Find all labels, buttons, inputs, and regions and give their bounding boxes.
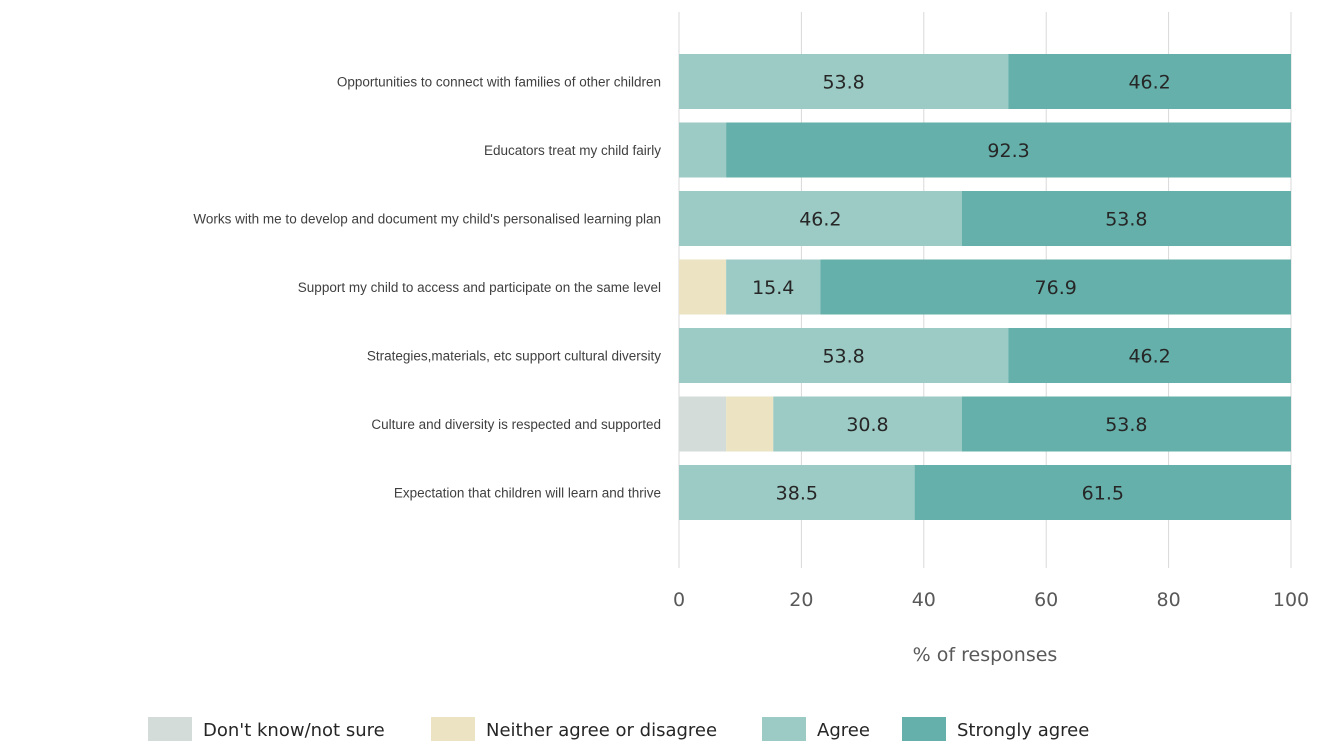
legend-swatch [148, 717, 192, 741]
bar-segment [679, 259, 727, 315]
data-label: 53.8 [822, 346, 864, 368]
legend-swatch [902, 717, 946, 741]
legend-label: Neither agree or disagree [486, 720, 717, 741]
category-label: Culture and diversity is respected and s… [371, 417, 661, 432]
category-label: Works with me to develop and document my… [193, 212, 661, 227]
bar-segment [726, 122, 1291, 178]
x-tick-label: 0 [673, 589, 685, 611]
data-label: 76.9 [1035, 277, 1077, 299]
x-tick-label: 60 [1034, 589, 1058, 611]
x-tick-label: 80 [1157, 589, 1181, 611]
legend-label: Strongly agree [957, 720, 1089, 741]
bar-segment [961, 191, 1291, 246]
x-tick-label: 40 [912, 589, 936, 611]
bar-segment [773, 396, 962, 452]
bar-segment [726, 259, 821, 315]
data-label: 92.3 [987, 140, 1029, 162]
data-label: 46.2 [799, 209, 841, 231]
bar-segment [679, 54, 1009, 109]
data-label: 46.2 [1128, 346, 1170, 368]
bar-segment [679, 396, 727, 452]
data-label: 53.8 [822, 72, 864, 94]
category-label: Expectation that children will learn and… [394, 486, 661, 501]
bar-segment [679, 122, 727, 178]
data-label: 46.2 [1128, 72, 1170, 94]
bar-area: 53.8 46.2 92.3 46.2 53.8 15.4 76.9 53.8 46.2 30.8… [679, 54, 1291, 520]
bar-segment [1008, 328, 1291, 383]
bar-segment [1008, 54, 1291, 109]
data-label: 53.8 [1105, 209, 1147, 231]
x-tick-label: 20 [789, 589, 813, 611]
x-axis-title: % of responses [913, 644, 1058, 666]
category-label: Strategies,materials, etc support cultur… [367, 349, 661, 364]
data-label: 15.4 [752, 277, 794, 299]
category-labels: Opportunities to connect with families o… [193, 75, 661, 501]
x-tick-labels: 0 20 40 60 80 100 [673, 589, 1309, 611]
data-label: 61.5 [1082, 483, 1124, 505]
category-label: Opportunities to connect with families o… [337, 75, 661, 90]
legend: Don't know/not sure Neither agree or disa… [148, 717, 1089, 741]
bar-segment [820, 259, 1291, 315]
bar-segment [726, 396, 774, 452]
legend-swatch [431, 717, 475, 741]
data-label: 30.8 [846, 414, 888, 436]
bar-segment [679, 465, 915, 520]
bar-segment [914, 465, 1291, 520]
data-label: 53.8 [1105, 414, 1147, 436]
bar-segment [679, 191, 962, 246]
bar-segment [961, 396, 1291, 452]
x-tick-label: 100 [1273, 589, 1309, 611]
legend-label: Don't know/not sure [203, 720, 385, 741]
legend-label: Agree [817, 720, 870, 741]
data-label: 38.5 [776, 483, 818, 505]
category-label: Support my child to access and participa… [298, 280, 661, 295]
category-label: Educators treat my child fairly [484, 143, 661, 158]
legend-swatch [762, 717, 806, 741]
bar-segment [679, 328, 1009, 383]
